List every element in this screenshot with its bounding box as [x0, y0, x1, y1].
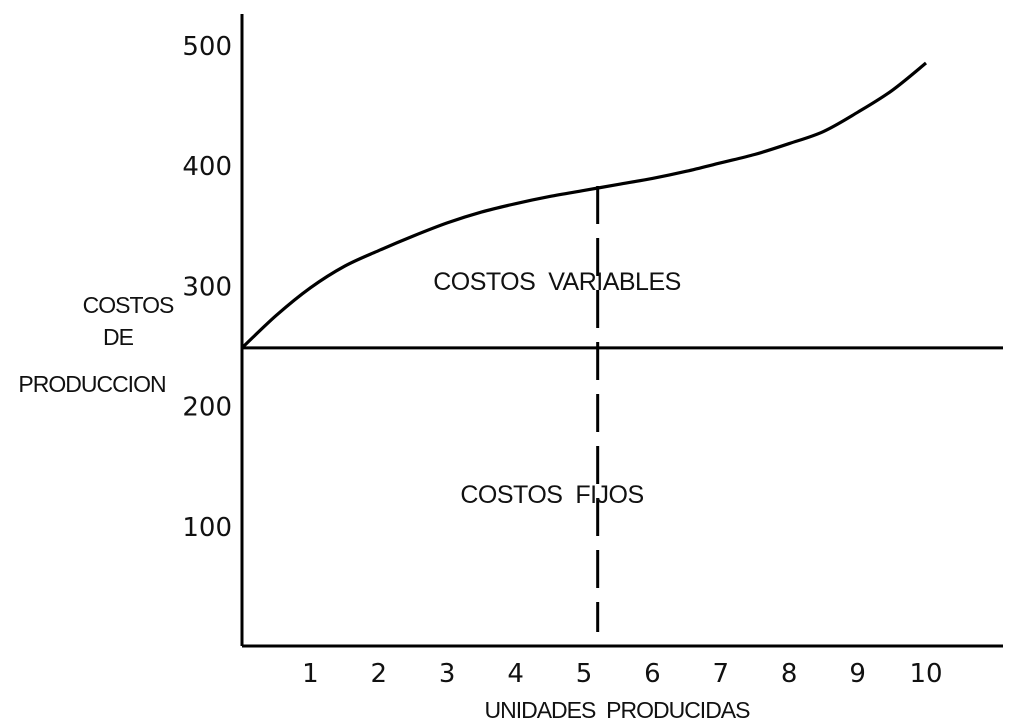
y-tick-label: 300 — [182, 272, 232, 302]
x-tick-label: 3 — [439, 659, 456, 689]
x-tick-label: 7 — [713, 659, 730, 689]
variable-costs-label: COSTOS VARIABLES — [433, 268, 681, 296]
x-tick-label: 2 — [371, 659, 388, 689]
y-tick-label: 500 — [182, 32, 232, 62]
y-tick-label: 400 — [182, 152, 232, 182]
y-tick-labels: 100 200 300 400 500 — [182, 32, 232, 543]
x-tick-labels: 1 2 3 4 5 6 7 8 9 10 — [302, 659, 942, 689]
total-cost-curve — [242, 63, 926, 348]
x-tick-label: 5 — [576, 659, 593, 689]
fixed-costs-label: COSTOS FIJOS — [460, 481, 643, 509]
x-axis-title: UNIDADES PRODUCIDAS — [485, 697, 751, 723]
x-tick-label: 1 — [302, 659, 319, 689]
axes — [242, 14, 1003, 646]
y-axis-title-line-2: DE — [103, 324, 134, 350]
y-axis-title-line-3: PRODUCCION — [18, 371, 165, 397]
x-tick-label: 9 — [849, 659, 866, 689]
x-tick-label: 6 — [644, 659, 661, 689]
y-tick-label: 100 — [182, 513, 232, 543]
x-tick-label: 10 — [909, 659, 942, 689]
x-tick-label: 4 — [507, 659, 524, 689]
x-tick-label: 8 — [781, 659, 798, 689]
y-tick-label: 200 — [182, 393, 232, 423]
y-axis-title-line-1: COSTOS — [83, 292, 174, 318]
